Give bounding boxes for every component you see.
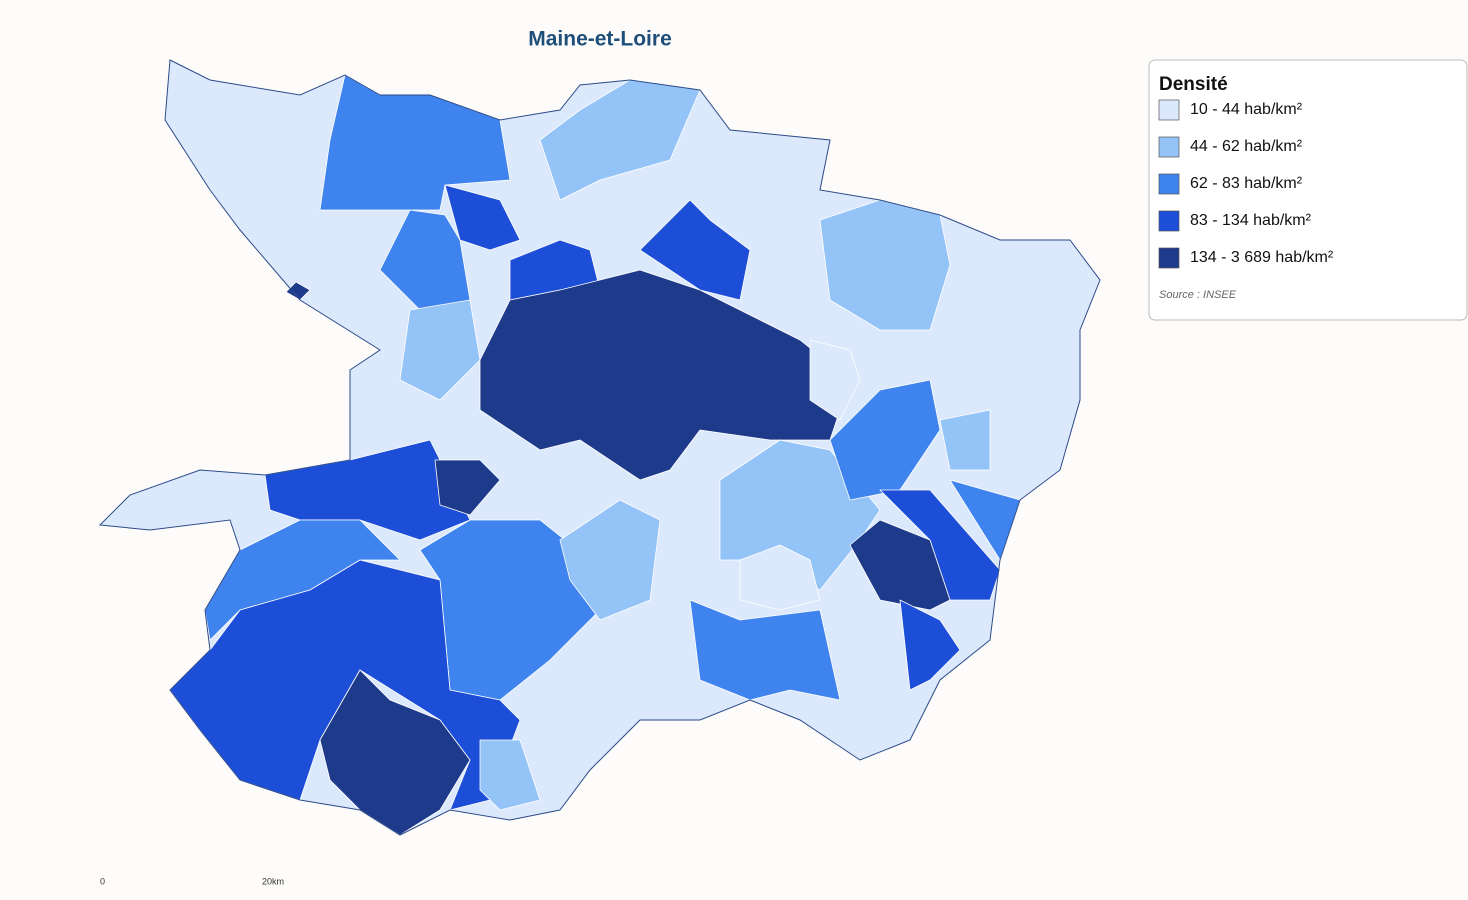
commune-group	[399, 299, 481, 401]
commune-group	[559, 499, 661, 621]
legend-swatch	[1158, 136, 1180, 158]
commune-group	[539, 79, 701, 201]
commune-group	[689, 599, 841, 701]
commune-group	[479, 739, 541, 811]
scale-start: 0	[100, 876, 105, 886]
legend-swatch	[1158, 173, 1180, 195]
legend-label: 134 - 3 689 hab/km²	[1190, 249, 1334, 266]
legend-label: 62 - 83 hab/km²	[1190, 175, 1303, 192]
commune-group	[285, 281, 311, 301]
commune-group	[899, 599, 961, 691]
scale-end: 20km	[262, 876, 284, 886]
source: Source : INSEE	[1159, 289, 1237, 301]
commune-group	[849, 519, 951, 611]
legend-swatch	[1158, 247, 1180, 269]
legend-box	[1148, 59, 1468, 321]
map-title: Maine-et-Loire	[528, 28, 672, 51]
commune-group	[829, 379, 941, 501]
legend-swatch	[1158, 210, 1180, 232]
commune-group	[809, 339, 861, 421]
commune-group	[264, 439, 471, 541]
commune-group	[739, 544, 821, 611]
commune-group	[319, 669, 471, 836]
legend: Densité 10 - 44 hab/km² 44 - 62 hab/km² 62…	[1148, 59, 1468, 321]
legend-items: 10 - 44 hab/km² 44 - 62 hab/km² 62 - 83 ha…	[1158, 99, 1334, 269]
department-outline	[98, 59, 1101, 836]
commune-group	[204, 519, 401, 641]
commune-group	[434, 459, 501, 516]
legend-label: 10 - 44 hab/km²	[1190, 101, 1303, 118]
commune-group	[444, 184, 521, 251]
legend-label: 44 - 62 hab/km²	[1190, 138, 1303, 155]
legend-title: Densité	[1159, 74, 1228, 95]
commune-group	[939, 409, 991, 471]
map	[98, 59, 1101, 836]
legend-swatch	[1158, 99, 1180, 121]
legend-label: 83 - 134 hab/km²	[1190, 212, 1312, 229]
